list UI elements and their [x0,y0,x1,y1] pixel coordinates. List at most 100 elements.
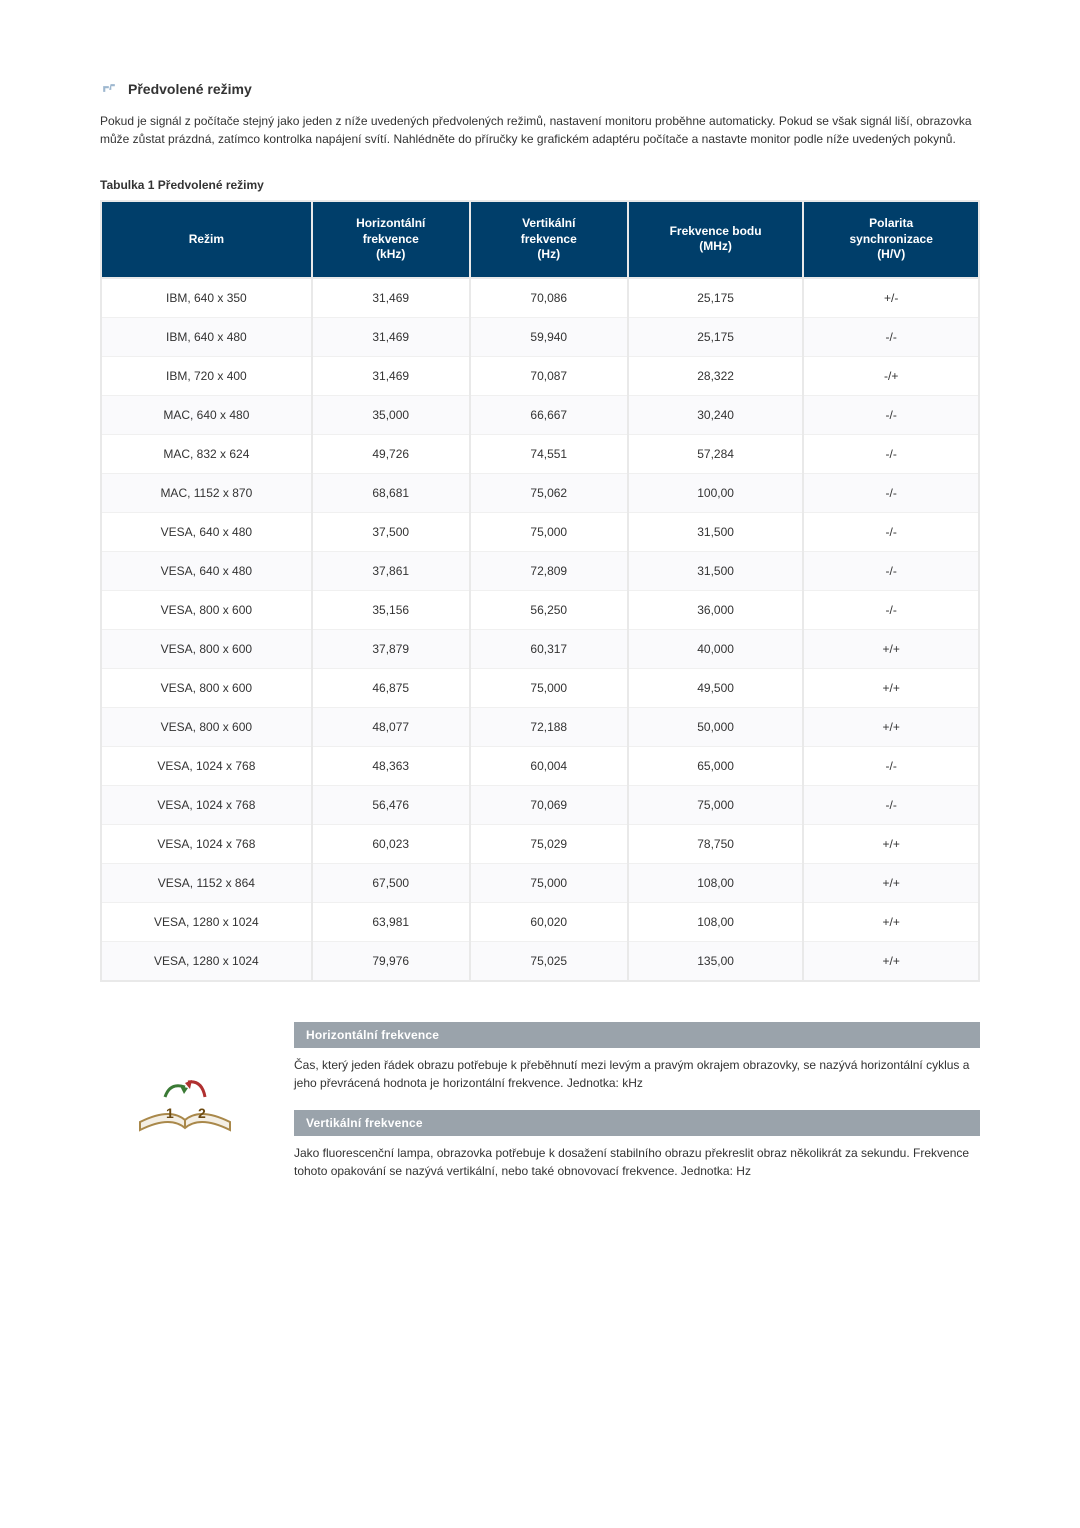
cell-pixel: 31,500 [628,512,804,551]
cell-pixel: 25,175 [628,317,804,356]
cell-vfreq: 70,069 [470,785,628,824]
cell-vfreq: 75,000 [470,863,628,902]
definition-text: Čas, který jeden řádek obrazu potřebuje … [294,1048,980,1110]
cell-hfreq: 35,156 [312,590,470,629]
cell-polarity: +/+ [803,629,979,668]
table-row: VESA, 800 x 60037,87960,31740,000+/+ [101,629,979,668]
cell-mode: IBM, 640 x 350 [101,278,312,318]
cell-hfreq: 31,469 [312,356,470,395]
cell-polarity: -/- [803,746,979,785]
cell-vfreq: 75,000 [470,668,628,707]
cell-hfreq: 35,000 [312,395,470,434]
cell-polarity: -/- [803,473,979,512]
col-header-pixel: Frekvence bodu(MHz) [628,201,804,278]
cell-polarity: +/+ [803,668,979,707]
cell-hfreq: 37,500 [312,512,470,551]
cell-polarity: -/+ [803,356,979,395]
cell-polarity: -/- [803,434,979,473]
table-row: VESA, 1280 x 102463,98160,020108,00+/+ [101,902,979,941]
cell-hfreq: 31,469 [312,317,470,356]
svg-text:2: 2 [198,1105,206,1121]
cell-vfreq: 60,020 [470,902,628,941]
cell-pixel: 75,000 [628,785,804,824]
cell-vfreq: 60,004 [470,746,628,785]
cell-mode: MAC, 640 x 480 [101,395,312,434]
cell-polarity: -/- [803,395,979,434]
svg-text:1: 1 [166,1105,174,1121]
page: Předvolené režimy Pokud je signál z počí… [0,0,1080,1528]
cell-mode: VESA, 640 x 480 [101,512,312,551]
cell-mode: VESA, 1280 x 1024 [101,941,312,981]
table-row: VESA, 1152 x 86467,50075,000108,00+/+ [101,863,979,902]
chevrons-icon [100,80,118,98]
cell-pixel: 30,240 [628,395,804,434]
cell-polarity: -/- [803,317,979,356]
table-row: VESA, 1024 x 76856,47670,06975,000-/- [101,785,979,824]
cell-polarity: +/+ [803,902,979,941]
col-header-hfreq: Horizontálnífrekvence(kHz) [312,201,470,278]
table-caption: Tabulka 1 Předvolené režimy [100,178,980,192]
cell-pixel: 50,000 [628,707,804,746]
cell-hfreq: 48,363 [312,746,470,785]
table-row: VESA, 1280 x 102479,97675,025135,00+/+ [101,941,979,981]
col-header-vfreq: Vertikálnífrekvence(Hz) [470,201,628,278]
table-row: VESA, 800 x 60046,87575,00049,500+/+ [101,668,979,707]
cell-mode: IBM, 640 x 480 [101,317,312,356]
cell-pixel: 65,000 [628,746,804,785]
cell-vfreq: 72,809 [470,551,628,590]
cell-polarity: +/+ [803,707,979,746]
cell-hfreq: 79,976 [312,941,470,981]
definitions: 1 2 Horizontální frekvence Čas, který je… [100,1022,980,1198]
table-row: VESA, 800 x 60035,15656,25036,000-/- [101,590,979,629]
cell-vfreq: 75,029 [470,824,628,863]
cell-mode: VESA, 1024 x 768 [101,785,312,824]
table-row: VESA, 1024 x 76860,02375,02978,750+/+ [101,824,979,863]
cell-polarity: +/+ [803,824,979,863]
definition-title: Vertikální frekvence [294,1110,980,1136]
cell-hfreq: 48,077 [312,707,470,746]
table-row: IBM, 720 x 40031,46970,08728,322-/+ [101,356,979,395]
cell-hfreq: 63,981 [312,902,470,941]
book-icon: 1 2 [100,1022,270,1198]
cell-mode: VESA, 1280 x 1024 [101,902,312,941]
cell-pixel: 49,500 [628,668,804,707]
table-head: RežimHorizontálnífrekvence(kHz)Vertikáln… [101,201,979,278]
cell-mode: MAC, 832 x 624 [101,434,312,473]
cell-vfreq: 75,000 [470,512,628,551]
cell-pixel: 78,750 [628,824,804,863]
cell-pixel: 40,000 [628,629,804,668]
cell-mode: VESA, 1024 x 768 [101,746,312,785]
table-row: IBM, 640 x 35031,46970,08625,175+/- [101,278,979,318]
cell-polarity: +/- [803,278,979,318]
cell-vfreq: 60,317 [470,629,628,668]
cell-pixel: 135,00 [628,941,804,981]
cell-pixel: 31,500 [628,551,804,590]
table-row: VESA, 800 x 60048,07772,18850,000+/+ [101,707,979,746]
cell-polarity: -/- [803,785,979,824]
table-row: MAC, 640 x 48035,00066,66730,240-/- [101,395,979,434]
table-row: VESA, 1024 x 76848,36360,00465,000-/- [101,746,979,785]
cell-hfreq: 37,879 [312,629,470,668]
cell-pixel: 108,00 [628,863,804,902]
cell-pixel: 36,000 [628,590,804,629]
cell-hfreq: 31,469 [312,278,470,318]
col-header-mode: Režim [101,201,312,278]
cell-vfreq: 56,250 [470,590,628,629]
cell-vfreq: 70,086 [470,278,628,318]
cell-mode: VESA, 800 x 600 [101,590,312,629]
cell-vfreq: 75,062 [470,473,628,512]
cell-polarity: +/+ [803,863,979,902]
cell-mode: IBM, 720 x 400 [101,356,312,395]
cell-polarity: -/- [803,512,979,551]
table-body: IBM, 640 x 35031,46970,08625,175+/-IBM, … [101,278,979,981]
title-row: Předvolené režimy [100,80,980,98]
cell-vfreq: 72,188 [470,707,628,746]
table-row: VESA, 640 x 48037,86172,80931,500-/- [101,551,979,590]
cell-pixel: 25,175 [628,278,804,318]
cell-pixel: 108,00 [628,902,804,941]
cell-vfreq: 74,551 [470,434,628,473]
table-row: IBM, 640 x 48031,46959,94025,175-/- [101,317,979,356]
cell-mode: MAC, 1152 x 870 [101,473,312,512]
cell-pixel: 28,322 [628,356,804,395]
cell-pixel: 100,00 [628,473,804,512]
